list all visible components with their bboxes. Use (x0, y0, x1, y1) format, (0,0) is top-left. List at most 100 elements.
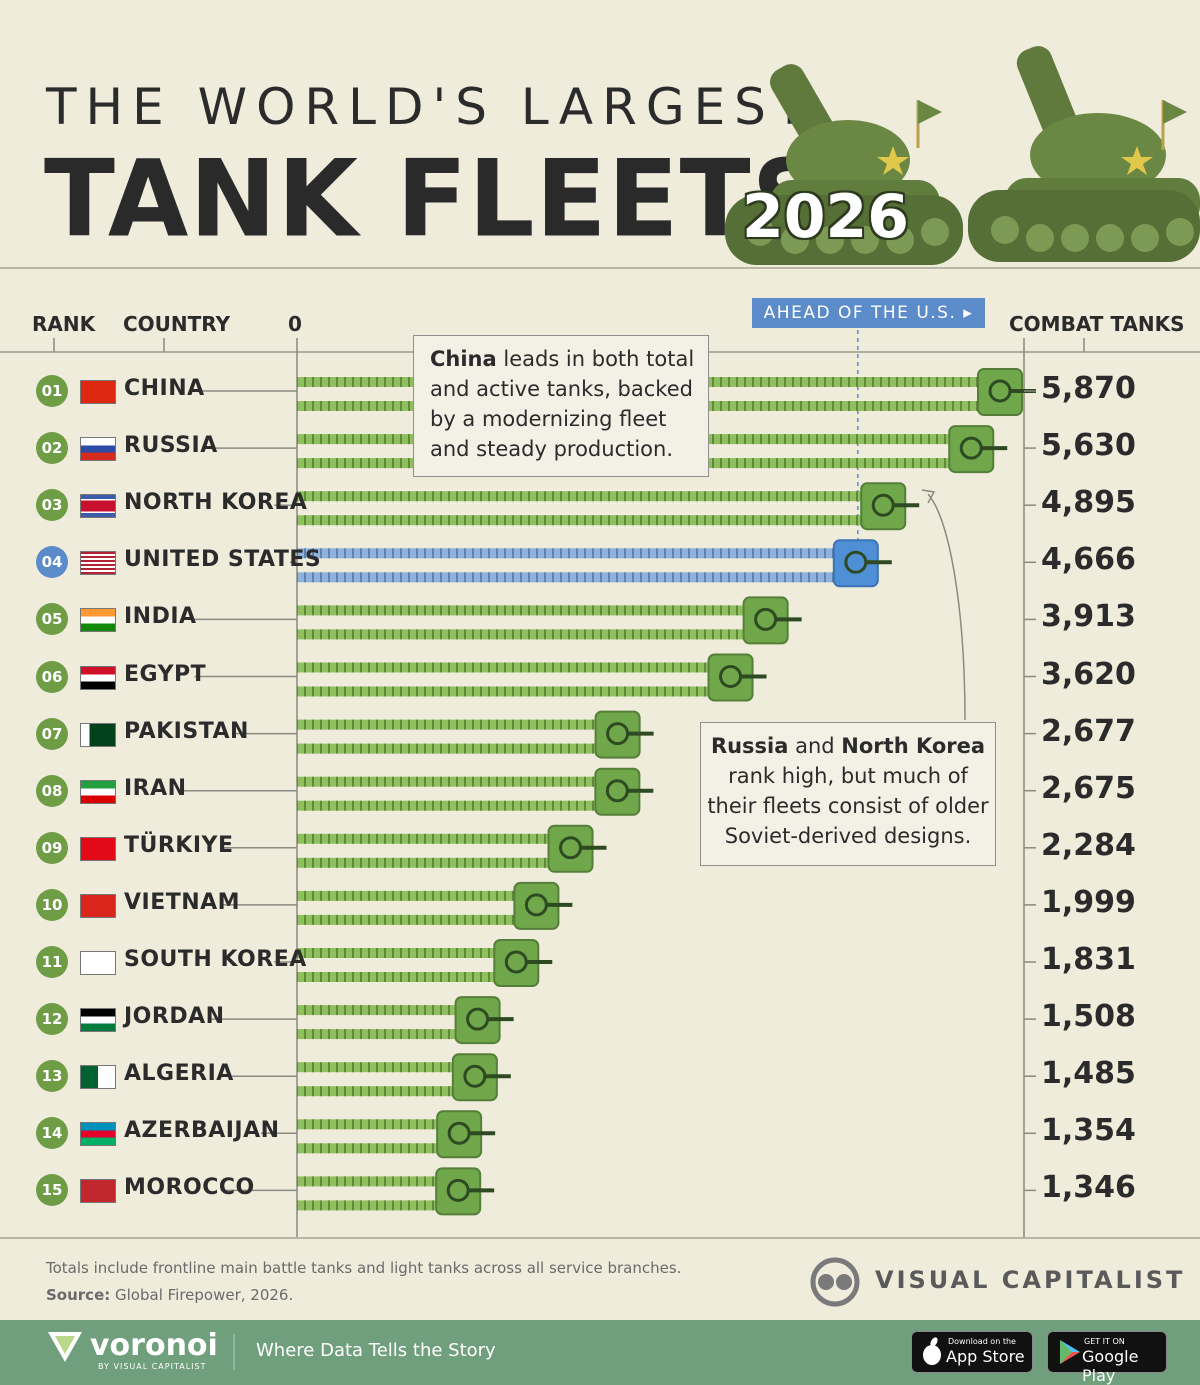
header-country: COUNTRY (123, 312, 231, 336)
bar-stripes-azerbaijan-1 (297, 1119, 460, 1130)
bar-stripes-south-korea-1 (297, 948, 517, 958)
value-label: 4,666 (1041, 542, 1136, 578)
bar-stripes-north-korea-1 (297, 491, 884, 502)
value-label: 1,831 (1041, 942, 1136, 977)
rank-badge: 06 (36, 660, 68, 693)
country-label: CHINA (124, 376, 205, 401)
bar-stripes-iran-2 (297, 800, 618, 811)
flag-pakistan-icon (80, 722, 116, 747)
bar-stripes-türkiye-2 (297, 857, 571, 868)
chart-area (0, 330, 1200, 1238)
visual-capitalist-logo-icon (810, 1257, 860, 1307)
flag-china-icon (80, 380, 116, 404)
footer-source-label: Source: (46, 1286, 111, 1304)
brand-mark-layer (0, 1237, 1200, 1307)
bar-stripes-jordan-2 (297, 1029, 478, 1040)
flag-morocco-icon (80, 1179, 116, 1204)
annotation-arrowhead (921, 489, 936, 504)
country-label: UNITED STATES (124, 547, 322, 573)
apple-icon (923, 1337, 941, 1365)
annotation-china: China leads in both total and active tan… (413, 335, 709, 477)
country-label: AZERBAIJAN (124, 1118, 280, 1144)
annotation-russia-nk: Russia and North Korea rank high, but mu… (700, 722, 996, 866)
bar-stripes-vietnam-2 (297, 914, 537, 925)
country-label: JORDAN (124, 1004, 225, 1030)
header-tank-left-icon (725, 64, 963, 265)
flag-vietnam-icon (80, 893, 116, 918)
header-combat-tanks: COMBAT TANKS (1009, 312, 1185, 336)
flag-jordan-icon (80, 1008, 116, 1033)
ahead-of-us-label: AHEAD OF THE U.S. ▸ (752, 298, 985, 328)
rank-badge: 04 (36, 546, 68, 579)
flag-azerbaijan-icon (80, 1122, 116, 1147)
rank-badge: 12 (36, 1003, 68, 1036)
year-label: 2026 (742, 182, 909, 252)
bar-stripes-north-korea-2 (297, 515, 884, 526)
app-store-small: Download on the (948, 1337, 1016, 1346)
flag-south-korea-icon (80, 951, 116, 975)
country-label: INDIA (124, 604, 197, 630)
rank-badge: 07 (36, 717, 68, 750)
header-rank: RANK (32, 312, 96, 336)
rank-badge: 03 (36, 489, 68, 522)
footer-source: Source: Global Firepower, 2026. (46, 1286, 293, 1304)
country-label: SOUTH KOREA (124, 947, 307, 972)
value-label: 3,913 (1041, 599, 1136, 635)
bar-stripes-united-states-1 (297, 548, 856, 559)
flag-united-states-icon (80, 551, 116, 576)
rank-badge: 13 (36, 1060, 68, 1093)
value-label: 1,354 (1041, 1113, 1136, 1149)
bar-stripes-egypt-1 (297, 662, 731, 673)
flag-iran-icon (80, 779, 116, 804)
bar-stripes-morocco-1 (297, 1176, 459, 1187)
value-label: 2,675 (1041, 770, 1136, 806)
country-label: VIETNAM (124, 889, 241, 915)
value-label: 2,677 (1041, 713, 1136, 749)
value-label: 4,895 (1041, 485, 1136, 521)
country-label: EGYPT (124, 661, 207, 687)
brand-visual-capitalist: VISUAL CAPITALIST (875, 1266, 1186, 1294)
bar-stripes-iran-1 (297, 776, 618, 787)
value-label: 5,870 (1041, 371, 1136, 406)
bar-stripes-morocco-2 (297, 1200, 459, 1211)
google-play-text: Google Play (1082, 1347, 1139, 1385)
annotation-russia-text: rank high, but much of their fleets cons… (707, 764, 989, 848)
country-label: ALGERIA (124, 1061, 234, 1087)
flag-egypt-icon (80, 665, 116, 690)
country-label: IRAN (124, 775, 187, 801)
bar-stripes-türkiye-1 (297, 833, 571, 844)
rank-badge: 05 (36, 603, 68, 636)
header-tank-right-icon (968, 46, 1200, 262)
google-play-button[interactable]: GET IT ON Google Play (1047, 1331, 1167, 1385)
bar-stripes-egypt-2 (297, 686, 731, 697)
value-label: 5,630 (1041, 428, 1136, 464)
bar-stripes-south-korea-2 (297, 972, 517, 982)
bar-stripes-algeria-1 (297, 1062, 475, 1073)
rank-badge: 09 (36, 831, 68, 864)
bar-stripes-pakistan-2 (297, 743, 618, 754)
bar-stripes-india-2 (297, 629, 766, 640)
voronoi-logo[interactable]: voronoi (90, 1328, 218, 1363)
title-line1: THE WORLD'S LARGEST (46, 78, 815, 136)
annotation-russia-bold2: North Korea (841, 734, 986, 758)
country-label: PAKISTAN (124, 718, 249, 744)
header-zero: 0 (288, 312, 302, 336)
rank-badge: 02 (36, 432, 68, 465)
rank-badge: 08 (36, 774, 68, 807)
app-store-button[interactable]: Download on the App Store (911, 1331, 1033, 1373)
rank-badge: 01 (36, 375, 68, 407)
value-label: 1,508 (1041, 999, 1136, 1035)
bar-stripes-india-1 (297, 605, 766, 616)
bar-stripes-vietnam-1 (297, 890, 537, 901)
country-label: RUSSIA (124, 433, 218, 459)
bar-stripes-algeria-2 (297, 1086, 475, 1097)
title-line2: TANK FLEETS (44, 136, 828, 262)
flag-india-icon (80, 608, 116, 633)
flag-north-korea-icon (80, 494, 116, 519)
annotation-china-text: leads in both total and active tanks, ba… (430, 347, 695, 461)
annotation-arrow (927, 493, 966, 721)
rank-badge: 15 (36, 1174, 68, 1207)
flag-russia-icon (80, 437, 116, 462)
voronoi-logo-sub: BY VISUAL CAPITALIST (98, 1362, 207, 1371)
